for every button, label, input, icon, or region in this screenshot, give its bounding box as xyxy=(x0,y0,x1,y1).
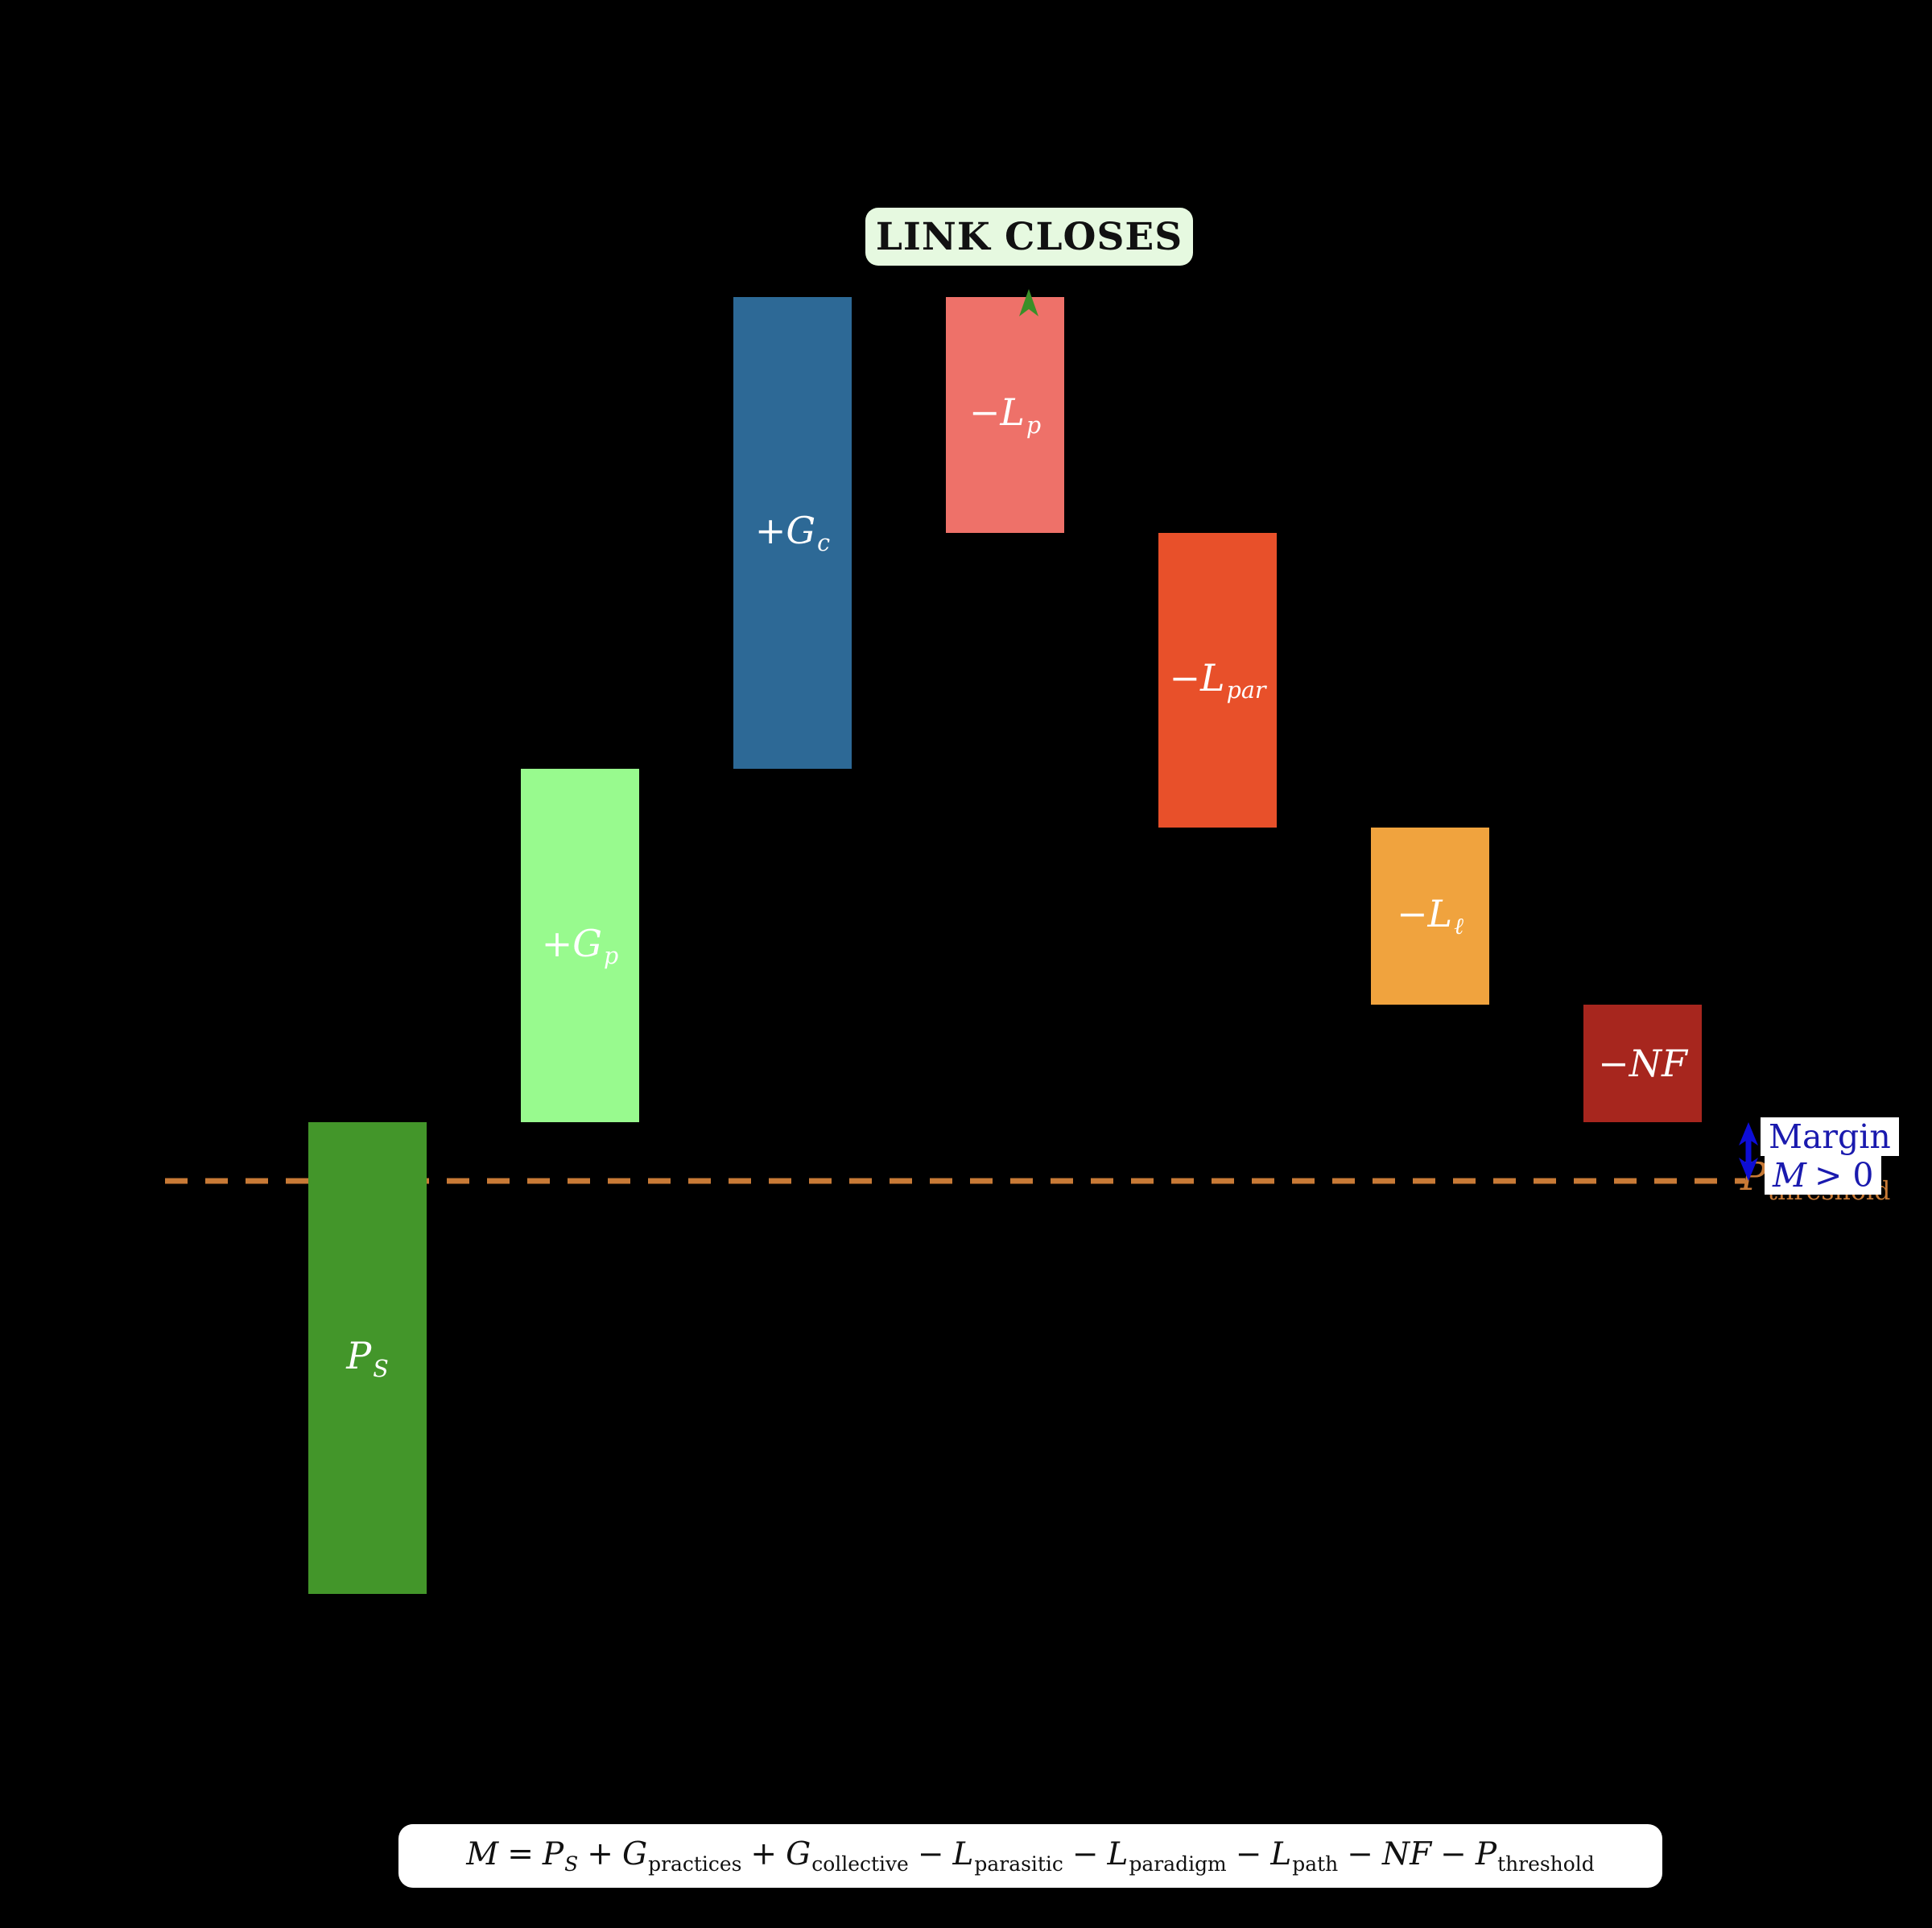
margin-arrow-head-down-icon xyxy=(1739,1158,1758,1181)
bar-label-G_practices: +Gp xyxy=(541,921,619,969)
bar-label-NF: −NF xyxy=(1598,1041,1687,1085)
bar-label-G_collective: +Gc xyxy=(754,508,831,557)
bar-label-P_S: PS xyxy=(346,1334,389,1382)
bar-G_collective: +Gc xyxy=(733,296,852,769)
formula-text: M = PS + Gpractices + Gcollective − Lparasitic − L… xyxy=(466,1835,1595,1876)
bar-L_path: −Lℓ xyxy=(1371,827,1489,1005)
bar-label-L_parasitic: −Lp xyxy=(968,390,1042,439)
margin-annotation-line1: Margin xyxy=(1761,1117,1899,1156)
bar-P_S: PS xyxy=(308,1122,427,1594)
bar-label-L_path: −Lℓ xyxy=(1397,891,1463,939)
margin-arrow-head-up-icon xyxy=(1739,1122,1758,1146)
margin-variable: M xyxy=(1773,1156,1806,1195)
formula-box: M = PS + Gpractices + Gcollective − Lparasitic − L… xyxy=(398,1824,1662,1888)
bar-label-L_paradigm: −Lpar xyxy=(1169,656,1266,704)
margin-annotation: Margin M > 0 xyxy=(1761,1117,1899,1195)
chart-title-text: LINK CLOSES xyxy=(875,214,1183,259)
margin-inequality: > 0 xyxy=(1814,1156,1874,1195)
margin-annotation-line2: M > 0 xyxy=(1765,1156,1882,1195)
bar-G_practices: +Gp xyxy=(521,768,639,1122)
gain-up-arrow-icon xyxy=(1019,289,1038,316)
bar-L_paradigm: −Lpar xyxy=(1158,532,1277,828)
chart-title: LINK CLOSES xyxy=(865,208,1193,266)
bar-NF: −NF xyxy=(1583,1004,1702,1122)
bar-L_parasitic: −Lp xyxy=(946,296,1064,533)
